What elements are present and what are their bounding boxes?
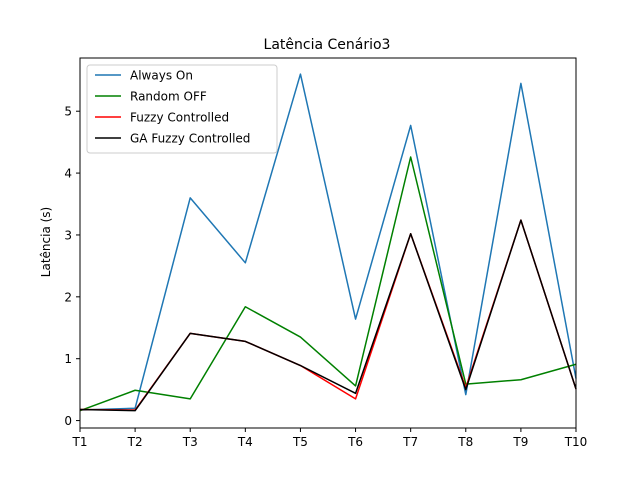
x-tick-label: T10 bbox=[564, 435, 588, 449]
legend: Always On Random OFF Fuzzy Controlled GA Fu… bbox=[86, 64, 278, 154]
x-tick-label: T6 bbox=[347, 435, 363, 449]
legend-label: Fuzzy Controlled bbox=[130, 111, 229, 125]
legend-box bbox=[86, 64, 278, 154]
x-tick-label: T5 bbox=[292, 435, 308, 449]
x-tick-label: T8 bbox=[457, 435, 473, 449]
legend-label: Random OFF bbox=[130, 90, 207, 104]
x-tick-label: T1 bbox=[72, 435, 88, 449]
y-tick-label: 5 bbox=[64, 105, 72, 119]
chart-title: Latência Cenário3 bbox=[264, 37, 391, 53]
y-axis-ticks: 0 1 2 3 4 5 bbox=[64, 105, 80, 428]
series-line-0 bbox=[79, 73, 577, 411]
y-tick-label: 4 bbox=[64, 167, 72, 181]
series-line-1 bbox=[79, 156, 577, 412]
series-line-3 bbox=[79, 219, 577, 412]
x-tick-label: T7 bbox=[402, 435, 418, 449]
series-layer bbox=[79, 73, 577, 412]
x-tick-label: T3 bbox=[182, 435, 198, 449]
y-tick-label: 2 bbox=[64, 290, 72, 304]
y-tick-label: 0 bbox=[64, 414, 72, 428]
x-tick-label: T4 bbox=[237, 435, 253, 449]
y-tick-label: 1 bbox=[64, 352, 72, 366]
x-axis-ticks: T1 T2 T3 T4 T5 T6 T7 T8 T9 T10 bbox=[72, 428, 588, 449]
y-axis-label: Latência (s) bbox=[39, 207, 53, 277]
legend-label: GA Fuzzy Controlled bbox=[130, 132, 250, 146]
legend-label: Always On bbox=[130, 69, 193, 83]
plot-frame bbox=[79, 57, 577, 429]
x-tick-label: T2 bbox=[127, 435, 143, 449]
y-tick-label: 3 bbox=[64, 228, 72, 242]
x-tick-label: T9 bbox=[512, 435, 528, 449]
